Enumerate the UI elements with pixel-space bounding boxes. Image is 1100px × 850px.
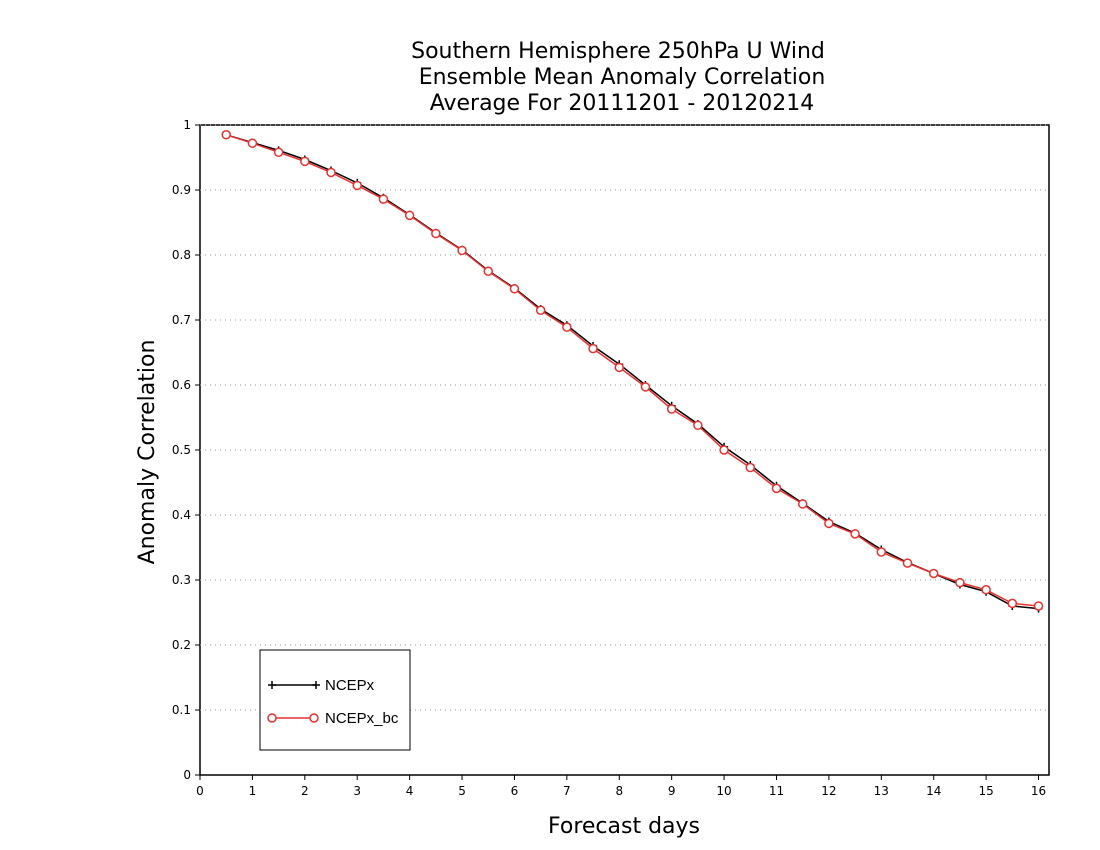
x-tick-label: 15: [978, 784, 993, 798]
title-line-2: Ensemble Mean Anomaly Correlation: [419, 65, 826, 90]
chart-title: Southern Hemisphere 250hPa U Wind Ensemb…: [411, 39, 825, 116]
x-axis-title: Forecast days: [548, 814, 700, 839]
x-tick-label: 6: [511, 784, 519, 798]
series-layer: [221, 130, 1044, 613]
data-point: [981, 585, 991, 595]
x-tick-label: 11: [769, 784, 784, 798]
x-tick-label: 2: [301, 784, 309, 798]
data-point: [850, 529, 860, 539]
y-axis-ticks: 0 0.1 0.2 0.3 0.4 0.5 0.6 0.7 0.8 0.9 1: [172, 118, 200, 782]
data-point: [562, 322, 572, 332]
y-tick-label: 0.5: [172, 443, 191, 457]
data-point: [404, 210, 415, 221]
data-point: [666, 404, 677, 414]
legend-circle-marker-icon: [309, 713, 319, 723]
legend-box: [259, 649, 411, 751]
legend: NCEPx NCEPx_bc: [259, 649, 411, 751]
data-point: [509, 284, 520, 294]
x-tick-label: 16: [1031, 784, 1046, 798]
title-line-3: Average For 20111201 - 20120214: [430, 91, 815, 116]
title-line-1: Southern Hemisphere 250hPa U Wind: [411, 39, 825, 64]
data-point: [771, 483, 782, 494]
x-tick-label: 3: [353, 784, 361, 798]
data-point: [640, 382, 651, 392]
data-point: [300, 156, 310, 167]
legend-label-ncepx-bc: NCEPx_bc: [325, 710, 399, 727]
legend-entry-ncepx: NCEPx: [268, 677, 375, 694]
y-tick-label: 0.8: [172, 248, 191, 262]
x-axis-ticks: 0 1 2 3 4 5 6 7 8 9 10 11 12 13 14 15 16: [196, 775, 1046, 798]
y-tick-label: 0.4: [172, 508, 191, 522]
data-point: [614, 362, 625, 373]
y-tick-label: 0.3: [172, 573, 191, 587]
y-tick-label: 0.1: [172, 703, 191, 717]
data-point: [221, 130, 231, 140]
y-axis-title: Anomaly Correlation: [135, 340, 160, 565]
x-tick-label: 1: [249, 784, 257, 798]
data-point: [745, 462, 756, 473]
data-point: [431, 228, 441, 239]
y-tick-label: 0.9: [172, 183, 191, 197]
x-tick-label: 10: [716, 784, 731, 798]
data-point: [928, 568, 939, 579]
data-point: [457, 245, 467, 256]
data-point: [352, 180, 362, 191]
data-point: [797, 499, 808, 509]
x-tick-label: 7: [563, 784, 571, 798]
x-tick-label: 0: [196, 784, 204, 798]
y-tick-label: 1: [183, 118, 191, 132]
data-point: [247, 138, 258, 148]
data-point: [902, 558, 913, 568]
series-line: [225, 134, 1039, 607]
y-tick-label: 0.2: [172, 638, 191, 652]
x-tick-label: 9: [668, 784, 676, 798]
grid-lines: [200, 124, 1049, 711]
data-point: [273, 147, 284, 158]
x-tick-label: 8: [615, 784, 623, 798]
data-point: [824, 518, 834, 529]
x-tick-label: 12: [821, 784, 836, 798]
data-point: [483, 266, 493, 276]
data-point: [876, 547, 887, 557]
series-ncepx-bc: [221, 130, 1044, 611]
x-tick-label: 4: [406, 784, 414, 798]
series-ncepx: [222, 130, 1043, 613]
legend-entry-ncepx-bc: NCEPx_bc: [267, 710, 399, 727]
x-tick-label: 5: [458, 784, 466, 798]
data-point: [326, 167, 336, 178]
y-tick-label: 0.7: [172, 313, 191, 327]
data-point: [588, 343, 598, 354]
x-tick-label: 13: [874, 784, 889, 798]
data-point: [719, 445, 729, 455]
y-tick-label: 0: [183, 768, 191, 782]
data-point: [1033, 601, 1044, 611]
y-tick-label: 0.6: [172, 378, 191, 392]
x-tick-label: 14: [926, 784, 941, 798]
data-point: [693, 420, 703, 431]
legend-circle-marker-icon: [267, 713, 277, 723]
series-line: [225, 134, 1039, 610]
legend-plus-marker-icon: [268, 681, 320, 689]
data-point: [535, 305, 546, 315]
data-point: [955, 577, 965, 588]
data-point: [378, 194, 389, 204]
data-point: [1007, 598, 1018, 609]
legend-label-ncepx: NCEPx: [325, 677, 375, 694]
